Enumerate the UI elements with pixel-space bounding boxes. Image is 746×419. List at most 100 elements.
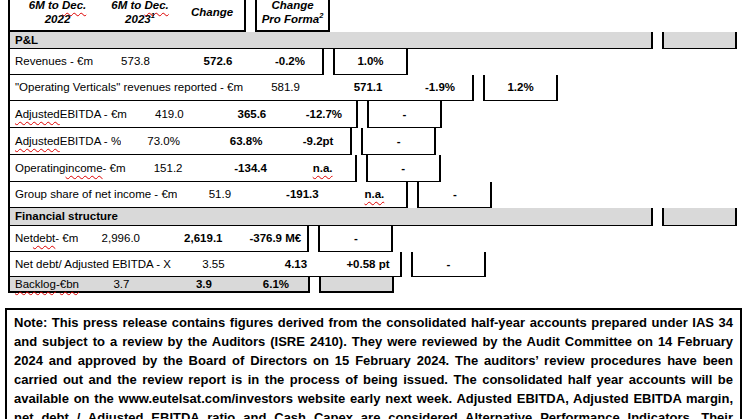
section-row-financial-structure: Financial structure [8,208,737,226]
value-proforma: - [318,226,393,252]
misspelled-word: Backlog [15,278,56,291]
value-proforma: - [417,182,492,208]
row-label: Group share of net income - €m [8,182,177,208]
text-segment: Net [15,232,33,245]
column-gap [309,226,318,252]
column-gap [653,32,662,49]
column-gap [358,101,367,128]
value-change: 6.1% [244,277,310,293]
text-segment: 6.1% [263,278,289,291]
page: 6M to Dec. 2022 6M to Dec. 20231 Change … [0,0,746,419]
table-row-operating-income: Operating income - €m 151.2 -134.4 n.a. … [8,155,737,182]
table-row-net-debt: Net debt - €m 2,996.0 2,619.1 -376.9 M€ … [8,226,737,252]
section-proforma-cell [662,32,737,49]
row-label: Revenues - €m [8,49,93,75]
value-proforma: - [411,252,486,277]
table-row-adjusted-ebitda-eur: Adjusted EBITDA - €m 419.0 365.6 -12.7% … [8,101,737,128]
text-segment: Financial structure [15,210,118,223]
table-row-adjusted-ebitda-pct: Adjusted EBITDA - % 73.0% 63.8% -9.2pt - [8,128,737,155]
misspelled-word: income [66,162,103,175]
header-6m-2022: 6M to Dec. 2022 [15,0,100,32]
value-change: n.a. [291,155,357,182]
row-label: Backlog - €bn [8,277,79,293]
header-change: Change [180,0,246,32]
header-6m-2023-line1: 6M to Dec. [100,0,180,12]
text-segment: EBITDA - % [60,135,121,148]
text-segment: Revenues - €m [15,55,93,68]
header-proforma-label: Pro Forma [262,13,320,25]
text-segment: -12.7% [306,108,342,121]
value-2022: 2,996.0 [78,226,163,252]
header-2023-footnote-sup: 1 [151,11,155,20]
column-gap [357,155,366,182]
value-change: -376.9 M€ [243,226,309,252]
misspelled-word: debt [33,232,55,245]
column-gap [474,75,483,101]
header-6m-2023: 6M to Dec. 20231 [100,0,180,32]
column-gap [653,208,662,226]
header-proforma-line1: Change [257,0,328,12]
row-label: Adjusted EBITDA - % [8,128,121,155]
note-text: Note: This press release contains figure… [7,310,740,419]
value-2022: 419.0 [127,101,212,128]
value-2023: 365.6 [212,101,292,128]
value-change: -9.2pt [286,128,352,155]
row-label: "Operating Verticals" revenues reported … [8,75,243,101]
text-segment: -0.2% [275,55,305,68]
misspelled-word: n.a. [313,162,333,175]
value-2022: 73.0% [121,128,206,155]
header-2023-year: 2023 [125,13,151,25]
value-2022: 151.2 [126,155,211,182]
text-segment: - €m [55,232,78,245]
value-proforma: 1.0% [333,49,408,75]
header-6m-2022-line2: 2022 [15,12,100,26]
value-change: +0.58 pt [336,252,402,277]
column-gap [324,49,333,75]
table-row-operating-verticals: "Operating Verticals" revenues reported … [8,75,737,101]
header-6m-2023-line2: 20231 [100,12,180,26]
value-change: n.a. [342,182,408,208]
text-segment: 6M to [29,0,62,11]
value-2023: 3.9 [164,277,244,293]
value-proforma: 1.2% [483,75,558,101]
section-proforma-cell [662,208,737,226]
column-gap [408,182,417,208]
value-2023: 2,619.1 [163,226,243,252]
text-segment: EBITDA - €m [60,108,127,121]
misspelled-word: Adjusted [15,108,60,121]
row-label: Adjusted EBITDA - €m [8,101,127,128]
value-change: -0.2% [258,49,324,75]
column-gap [352,128,361,155]
text-segment: Group share of net income - €m [15,188,177,201]
header-empty-cell [8,0,15,32]
value-proforma [319,277,394,293]
section-row-pnl: P&L [8,32,737,49]
misspelled-word: Adjusted [15,135,60,148]
value-2022: 581.9 [243,75,328,101]
value-change: -12.7% [292,101,358,128]
header-proforma-footnote-sup: 2 [319,11,323,20]
text-segment: 6M to [111,0,144,11]
value-proforma: - [366,155,441,182]
text-segment: - €m [103,162,126,175]
value-2022: 51.9 [177,182,262,208]
table-row-group-net-income: Group share of net income - €m 51.9 -191… [8,182,737,208]
text-segment: -9.2pt [303,135,334,148]
row-label: Net debt - €m [8,226,78,252]
misspelled-word: €bn [60,278,79,291]
note-box: Note: This press release contains figure… [5,308,742,419]
value-change: -1.9% [408,75,474,101]
value-2023: -134.4 [211,155,291,182]
value-2022: 3.7 [79,277,164,293]
value-2022: 573.8 [93,49,178,75]
value-proforma: - [367,101,442,128]
text-segment: Operating [15,162,66,175]
financial-results-table: 6M to Dec. 2022 6M to Dec. 20231 Change … [8,0,737,293]
table-row-revenues: Revenues - €m 573.8 572.6 -0.2% 1.0% [8,49,737,75]
header-6m-2022-line1: 6M to Dec. [15,0,100,12]
text-segment: Net debt/ Adjusted EBITDA - X [15,258,171,271]
misspelled-word: Dec. [144,0,168,11]
value-2023: 571.1 [328,75,408,101]
text-segment: +0.58 pt [346,258,389,271]
value-2023: 572.6 [178,49,258,75]
